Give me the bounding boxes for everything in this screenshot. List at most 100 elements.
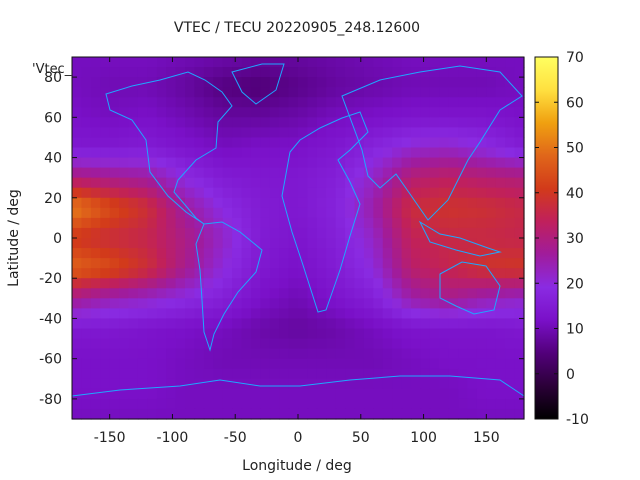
heatmap-cell bbox=[458, 107, 469, 118]
heatmap-cell bbox=[429, 338, 440, 350]
heatmap-cell bbox=[316, 147, 327, 159]
heatmap-cell bbox=[90, 177, 101, 189]
heatmap-cell bbox=[458, 57, 469, 68]
heatmap-cell bbox=[241, 97, 252, 108]
heatmap-cell bbox=[326, 107, 337, 118]
heatmap-cell bbox=[213, 57, 224, 68]
heatmap-cell bbox=[429, 167, 440, 179]
heatmap-cell bbox=[354, 57, 365, 68]
heatmap-cell bbox=[458, 137, 469, 149]
heatmap-cell bbox=[373, 77, 384, 88]
heatmap-cell bbox=[232, 117, 243, 128]
heatmap-cell bbox=[279, 87, 290, 98]
heatmap-cell bbox=[382, 328, 393, 340]
heatmap-cell bbox=[128, 137, 139, 149]
heatmap-cell bbox=[316, 157, 327, 169]
heatmap-cell bbox=[363, 328, 374, 340]
heatmap-cell bbox=[373, 368, 384, 380]
heatmap-cell bbox=[345, 308, 356, 320]
heatmap-cell bbox=[505, 338, 516, 350]
heatmap-cell bbox=[147, 258, 158, 269]
heatmap-cell bbox=[307, 328, 318, 340]
heatmap-cell bbox=[486, 217, 497, 229]
heatmap-cell bbox=[175, 167, 186, 179]
heatmap-cell bbox=[213, 197, 224, 209]
heatmap-cell bbox=[109, 167, 120, 179]
heatmap-cell bbox=[354, 278, 365, 289]
heatmap-cell bbox=[269, 358, 280, 370]
heatmap-cell bbox=[260, 238, 271, 249]
heatmap-cell bbox=[72, 217, 83, 229]
heatmap-cell bbox=[495, 187, 506, 199]
heatmap-cell bbox=[439, 368, 450, 380]
heatmap-cell bbox=[81, 408, 92, 420]
y-tick-label: -60 bbox=[39, 352, 62, 368]
heatmap-cell bbox=[194, 77, 205, 88]
map-plot: 'Vtec_ bbox=[32, 56, 525, 420]
heatmap-cell bbox=[505, 368, 516, 380]
heatmap-cell bbox=[316, 197, 327, 209]
heatmap-cell bbox=[90, 378, 101, 390]
heatmap-cell bbox=[90, 147, 101, 159]
heatmap-cell bbox=[354, 147, 365, 159]
heatmap-cell bbox=[147, 318, 158, 330]
heatmap-cell bbox=[213, 187, 224, 199]
heatmap-cell bbox=[288, 358, 299, 370]
heatmap-cell bbox=[363, 398, 374, 410]
heatmap-cell bbox=[392, 388, 403, 400]
heatmap-cell bbox=[156, 107, 167, 118]
heatmap-cell bbox=[156, 368, 167, 380]
heatmap-cell bbox=[505, 388, 516, 400]
heatmap-cell bbox=[335, 197, 346, 209]
heatmap-cell bbox=[401, 348, 412, 360]
heatmap-cell bbox=[505, 348, 516, 360]
heatmap-cell bbox=[326, 318, 337, 330]
heatmap-cell bbox=[128, 328, 139, 340]
heatmap-cell bbox=[420, 298, 431, 309]
heatmap-cell bbox=[316, 298, 327, 309]
heatmap-cell bbox=[194, 147, 205, 159]
heatmap-cell bbox=[166, 338, 177, 350]
heatmap-cell bbox=[401, 308, 412, 320]
heatmap-cell bbox=[232, 197, 243, 209]
heatmap-cell bbox=[401, 137, 412, 149]
heatmap-cell bbox=[109, 147, 120, 159]
heatmap-cell bbox=[269, 187, 280, 199]
heatmap-cell bbox=[260, 187, 271, 199]
heatmap-cell bbox=[72, 87, 83, 98]
heatmap-cell bbox=[363, 87, 374, 98]
heatmap-cell bbox=[429, 127, 440, 139]
heatmap-cell bbox=[476, 258, 487, 269]
heatmap-cell bbox=[467, 338, 478, 350]
heatmap-cell bbox=[448, 358, 459, 370]
heatmap-cell bbox=[175, 348, 186, 360]
heatmap-cell bbox=[175, 137, 186, 149]
heatmap-cell bbox=[316, 378, 327, 390]
heatmap-cell bbox=[505, 358, 516, 370]
heatmap-cell bbox=[458, 187, 469, 199]
heatmap-cell bbox=[316, 97, 327, 108]
heatmap-cell bbox=[203, 157, 214, 169]
heatmap-cell bbox=[81, 157, 92, 169]
heatmap-cell bbox=[185, 308, 196, 320]
heatmap-cell bbox=[467, 238, 478, 249]
heatmap-cell bbox=[514, 67, 525, 78]
heatmap-cell bbox=[279, 388, 290, 400]
heatmap-cell bbox=[119, 177, 130, 189]
heatmap-cell bbox=[213, 408, 224, 420]
heatmap-cell bbox=[269, 87, 280, 98]
heatmap-cell bbox=[476, 57, 487, 68]
heatmap-cell bbox=[128, 408, 139, 420]
heatmap-cell bbox=[382, 157, 393, 169]
heatmap-cell bbox=[448, 368, 459, 380]
heatmap-cell bbox=[222, 378, 233, 390]
heatmap-cell bbox=[411, 147, 422, 159]
y-tick-label: -40 bbox=[39, 311, 62, 327]
coast-indonesia bbox=[418, 220, 502, 257]
heatmap-cell bbox=[382, 177, 393, 189]
heatmap-cell bbox=[486, 127, 497, 139]
heatmap-cell bbox=[335, 288, 346, 299]
heatmap-cell bbox=[90, 117, 101, 128]
heatmap-cell bbox=[382, 127, 393, 139]
heatmap-cell bbox=[411, 207, 422, 219]
